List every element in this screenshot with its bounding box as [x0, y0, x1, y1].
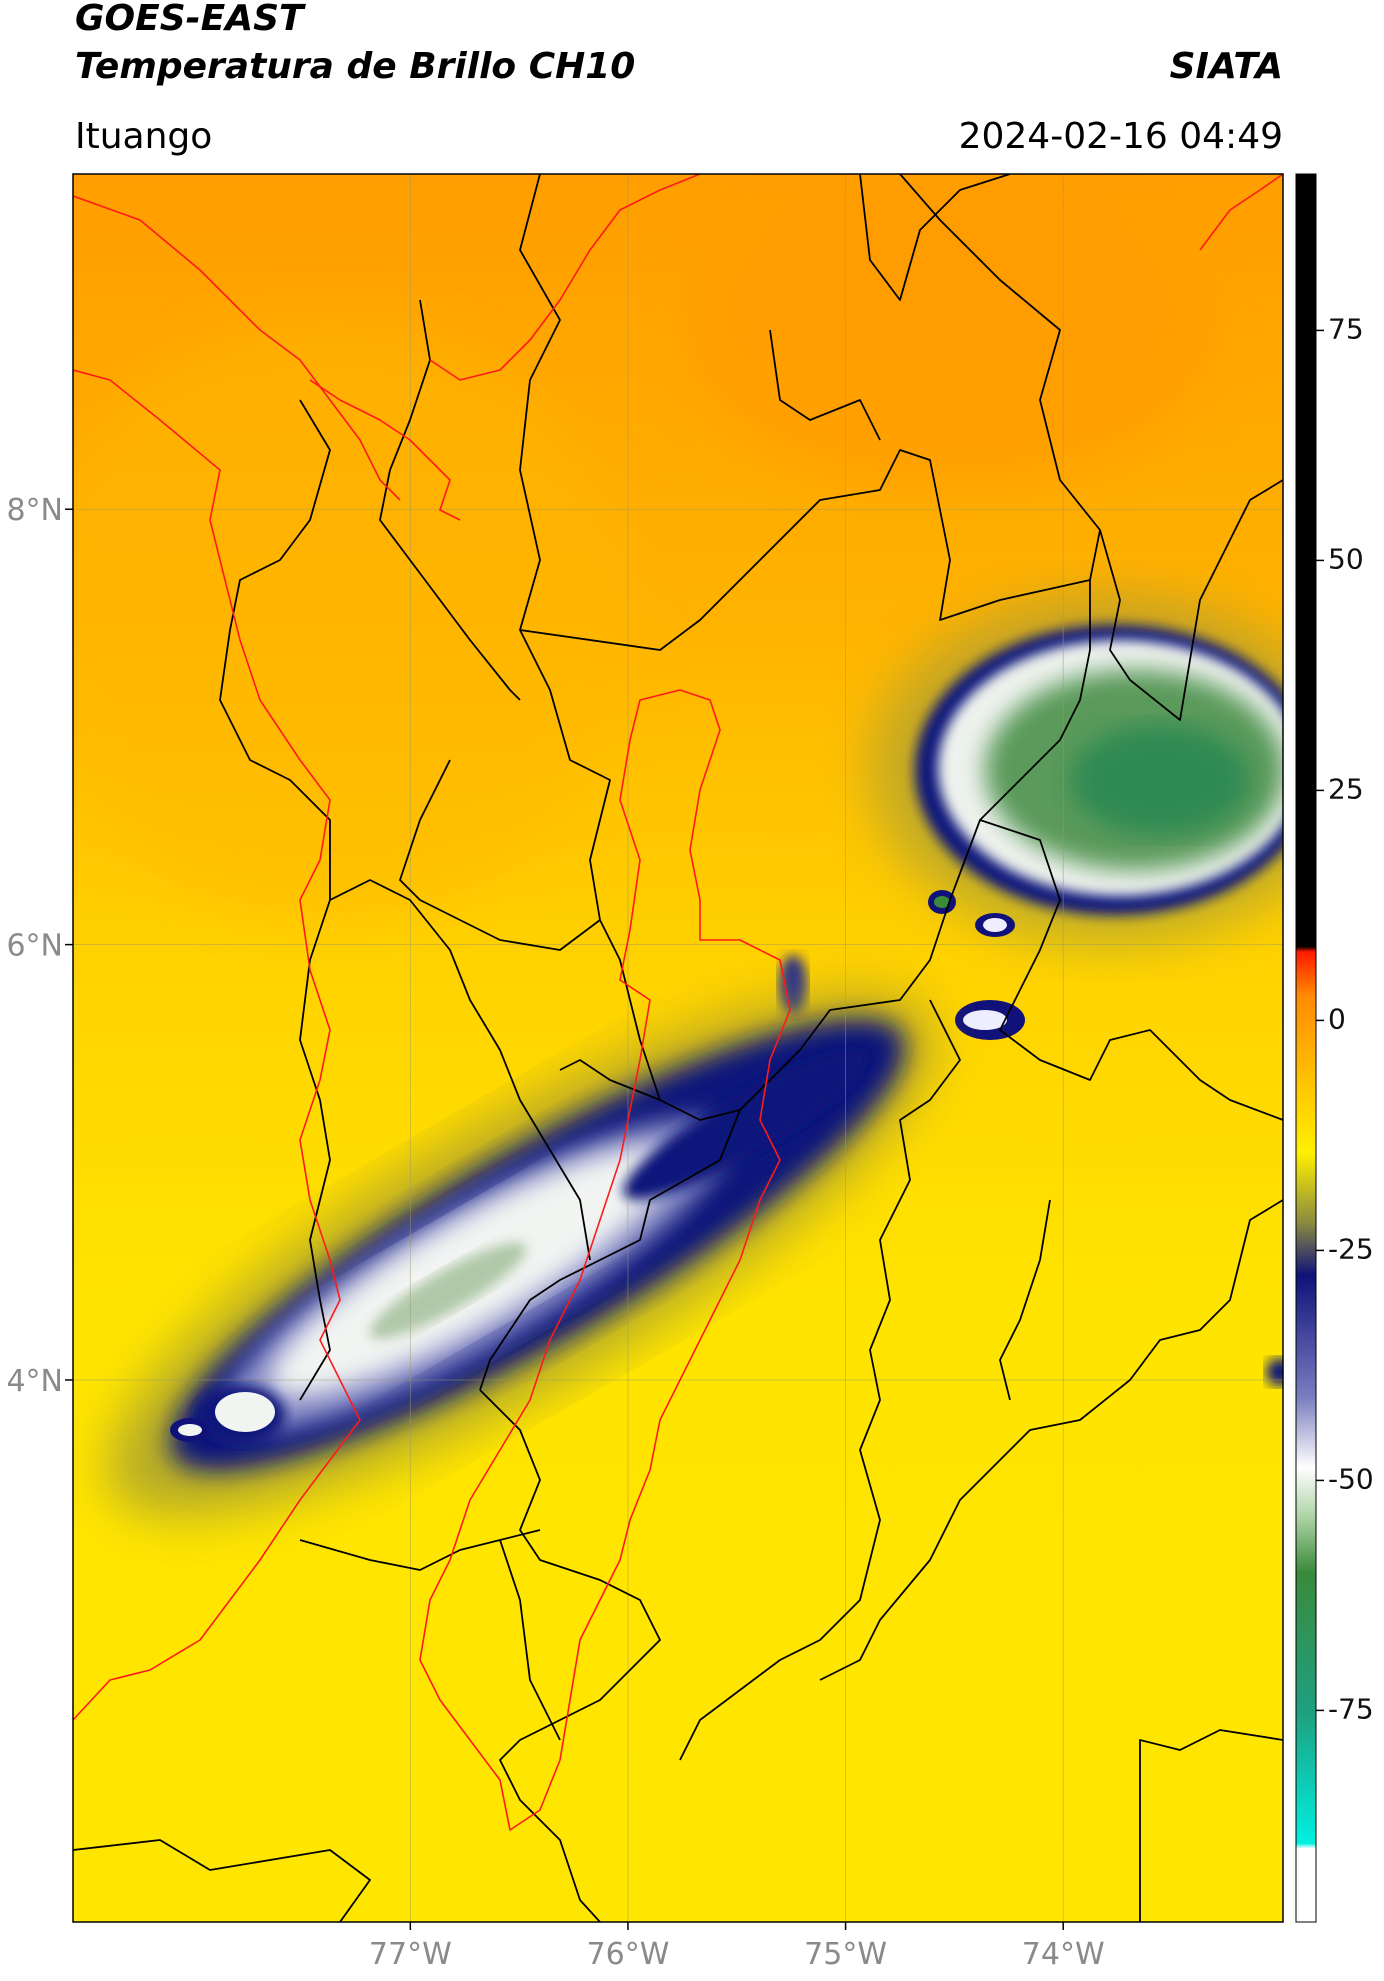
- border-line: [859, 174, 1011, 301]
- cloud-band: [622, 1050, 868, 1200]
- x-tick-label: 76°W: [587, 1937, 670, 1972]
- colorbar-tick-label: 50: [1328, 542, 1364, 575]
- cloud-sw: [107, 994, 933, 1516]
- border-line: [73, 1839, 371, 1922]
- title: GOES-EAST: [75, 0, 306, 39]
- subtitle: Temperatura de Brillo CH10: [75, 46, 635, 87]
- border-line: [479, 1389, 661, 1922]
- cloud-small: [963, 1010, 1007, 1030]
- border-line: [979, 819, 1283, 1121]
- border-line: [399, 759, 601, 951]
- grid: [73, 174, 1283, 1922]
- border-line: [999, 1199, 1051, 1401]
- map-frame: [72, 173, 1284, 1923]
- border-line: [559, 580, 1091, 1121]
- border-line: [1099, 479, 1283, 721]
- border-line: [519, 174, 1101, 651]
- y-tick-label: 4°N: [6, 1364, 63, 1399]
- x-tick-label: 77°W: [369, 1937, 452, 1972]
- cloud-ne: [779, 595, 1283, 1040]
- colorbar-tick-label: 75: [1328, 312, 1364, 345]
- border-line: [769, 329, 881, 441]
- border-line: [819, 1199, 1283, 1681]
- border-line: [1139, 1729, 1283, 1922]
- cloud-small: [983, 918, 1007, 932]
- x-tick-label: 75°W: [804, 1937, 887, 1972]
- border-line: [499, 1539, 561, 1741]
- y-tick-label: 6°N: [6, 929, 63, 964]
- region: Ituango: [75, 116, 212, 157]
- coastline: [73, 369, 361, 1721]
- coastline: [73, 195, 401, 501]
- basin-outline: [419, 689, 791, 1831]
- border-line: [479, 1109, 741, 1391]
- cloud-small: [934, 896, 950, 908]
- colorbar-tick-label: -25: [1328, 1232, 1374, 1265]
- department-borders: [73, 174, 1283, 1922]
- coastline: [1199, 174, 1283, 251]
- map-area: [73, 174, 1283, 1922]
- x-tick-label: 74°W: [1022, 1937, 1105, 1972]
- y-tick-label: 8°N: [6, 493, 63, 528]
- border-line: [299, 1529, 541, 1571]
- red-contours: [73, 174, 1283, 1831]
- warm-area: [73, 320, 630, 920]
- colorbar-tick-label: -75: [1328, 1692, 1374, 1725]
- coastline: [309, 379, 461, 521]
- ticks: 77°W 76°W 75°W 74°W 8°N 6°N 4°N 75 50 25 0 -25 -50 -7…: [6, 312, 1373, 1972]
- cloud-core: [369, 1242, 527, 1339]
- coastline: [429, 174, 701, 381]
- border-line: [519, 629, 661, 1101]
- border-line: [329, 879, 591, 1261]
- cloud-small: [178, 1424, 202, 1436]
- source: SIATA: [1170, 46, 1283, 87]
- border-line: [219, 399, 331, 1401]
- colorbar-tick-label: -50: [1328, 1462, 1374, 1495]
- border-line: [679, 999, 961, 1761]
- colorbar-tick-label: 0: [1328, 1002, 1346, 1035]
- cloud-core: [1070, 725, 1250, 835]
- cloud-small: [1266, 1358, 1283, 1386]
- timestamp: 2024-02-16 04:49: [959, 116, 1283, 157]
- cloud-small: [779, 955, 807, 1015]
- cloud-small: [215, 1392, 275, 1432]
- colorbar-tick-label: 25: [1328, 772, 1364, 805]
- colorbar: [1295, 173, 1317, 1923]
- border-line: [379, 299, 521, 701]
- warm-area: [690, 190, 1210, 490]
